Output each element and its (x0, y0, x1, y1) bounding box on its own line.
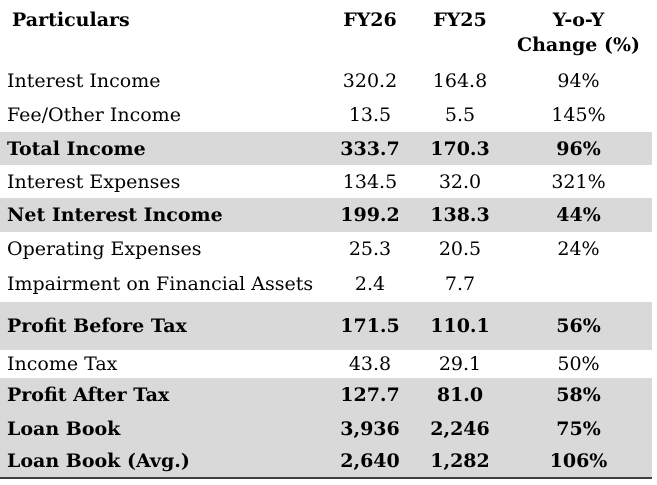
cell-particulars: Loan Book (7, 417, 121, 440)
cell-yoy-change-value: 56% (556, 315, 601, 337)
table-row: Loan Book 3,936 2,246 75% (0, 412, 652, 445)
cell-fy25-value: 110.1 (430, 315, 490, 337)
cell-particulars: Income Tax (7, 353, 118, 375)
cell-yoy-change-value: 75% (556, 417, 601, 440)
cell-fy25-value: 5.5 (444, 104, 476, 126)
cell-particulars: Profit After Tax (7, 384, 170, 406)
cell-yoy-change-value: 96% (556, 137, 601, 160)
table-row: Impairment on Financial Assets 2.4 7.7 (0, 266, 652, 302)
column-header-yoy-change: Y-o-Y Change (%) (505, 0, 652, 64)
cell-particulars: Fee/Other Income (7, 104, 181, 126)
cell-fy26-value: 171.5 (340, 315, 400, 337)
cell-yoy-change-value: 145% (551, 104, 606, 126)
cell-fy25-value: 1,282 (430, 450, 490, 472)
table-body: Interest Income 320.2 164.8 94% Fee/Other In… (0, 64, 652, 478)
cell-yoy-change-value (505, 266, 652, 302)
cell-fy25-value: 32.0 (438, 170, 482, 193)
cell-fy26-value: 199.2 (340, 204, 400, 226)
cell-yoy-change-value: 94% (557, 70, 600, 92)
table-row: Loan Book (Avg.) 2,640 1,282 106% (0, 445, 652, 478)
cell-particulars: Profit Before Tax (7, 315, 187, 337)
cell-fy26-value: 320.2 (342, 70, 398, 92)
cell-fy25-value: 2,246 (430, 417, 490, 440)
header-row: Particulars FY26 FY25 Y-o-Y Change (%) (0, 0, 652, 64)
yoy-header-line1: Y-o-Y (552, 9, 605, 31)
cell-particulars: Interest Expenses (7, 170, 181, 193)
cell-yoy-change-value: 24% (557, 238, 600, 260)
table-row: Profit Before Tax 171.5 110.1 56% (0, 302, 652, 350)
yoy-header-line2: Change (%) (516, 34, 641, 56)
cell-yoy-change-value: 321% (551, 170, 606, 193)
cell-fy26-value: 3,936 (340, 417, 400, 440)
cell-fy25-value: 81.0 (436, 384, 484, 406)
cell-fy25-value: 20.5 (438, 238, 482, 260)
cell-particulars: Total Income (7, 137, 146, 160)
cell-yoy-change-value: 44% (556, 204, 601, 226)
cell-fy25-value: 29.1 (438, 353, 482, 375)
cell-fy25-value: 164.8 (432, 70, 488, 92)
table-row: Net Interest Income 199.2 138.3 44% (0, 198, 652, 232)
column-header-particulars: Particulars (12, 9, 130, 31)
cell-fy25-value: 138.3 (430, 204, 490, 226)
table-row: Operating Expenses 25.3 20.5 24% (0, 232, 652, 266)
cell-fy25-value: 170.3 (430, 137, 490, 160)
cell-fy26-value: 13.5 (348, 104, 392, 126)
table-row: Total Income 333.7 170.3 96% (0, 132, 652, 165)
cell-particulars: Net Interest Income (7, 204, 223, 226)
cell-yoy-change-value: 58% (556, 384, 601, 406)
cell-particulars: Interest Income (7, 70, 161, 92)
cell-fy26-value: 2,640 (340, 450, 400, 472)
table-row: Fee/Other Income 13.5 5.5 145% (0, 98, 652, 132)
cell-yoy-change-value: 50% (557, 353, 600, 375)
cell-fy26-value: 333.7 (340, 137, 400, 160)
table-row: Interest Expenses 134.5 32.0 321% (0, 165, 652, 198)
table-row: Income Tax 43.8 29.1 50% (0, 350, 652, 378)
column-header-fy25: FY25 (433, 9, 487, 31)
cell-particulars: Impairment on Financial Assets (7, 273, 314, 295)
cell-fy25-value: 7.7 (444, 273, 476, 295)
cell-particulars: Operating Expenses (7, 238, 202, 260)
cell-yoy-change-value: 106% (549, 450, 608, 472)
table-row: Profit After Tax 127.7 81.0 58% (0, 378, 652, 412)
table-row: Interest Income 320.2 164.8 94% (0, 64, 652, 98)
table-header: Particulars FY26 FY25 Y-o-Y Change (%) (0, 0, 652, 64)
column-header-fy26: FY26 (343, 9, 397, 31)
cell-fy26-value: 43.8 (348, 353, 392, 375)
cell-fy26-value: 134.5 (342, 170, 398, 193)
cell-fy26-value: 25.3 (348, 238, 392, 260)
cell-particulars: Loan Book (Avg.) (7, 450, 190, 472)
cell-fy26-value: 2.4 (354, 273, 386, 295)
cell-fy26-value: 127.7 (340, 384, 400, 406)
